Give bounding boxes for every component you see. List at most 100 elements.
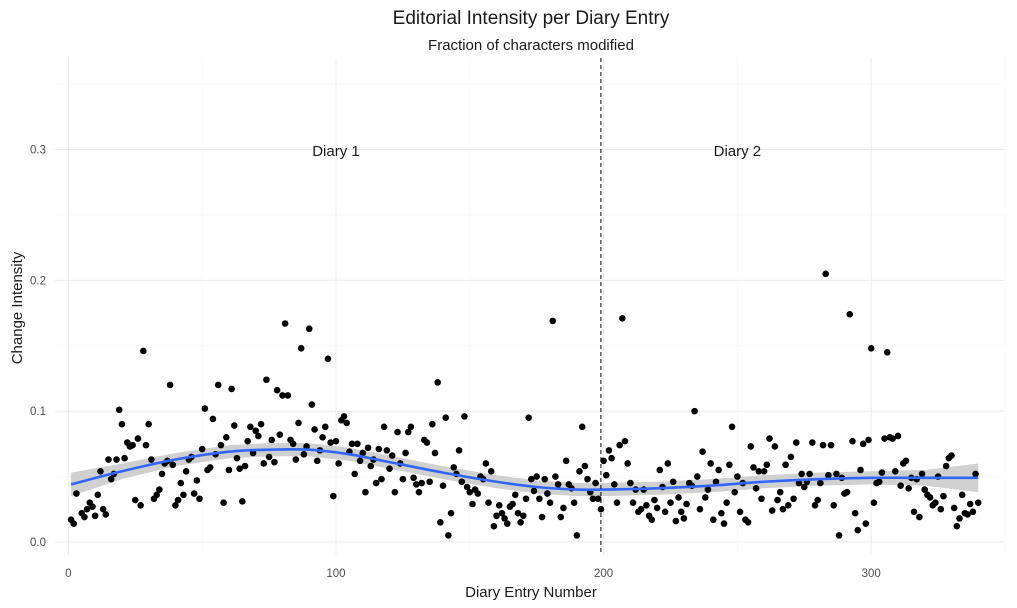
data-point xyxy=(517,519,524,526)
data-point xyxy=(386,465,393,472)
chart-subtitle: Fraction of characters modified xyxy=(428,37,634,54)
data-point xyxy=(937,505,945,513)
tick-labels: 0 100 200 300 0.0 0.1 0.2 0.3 xyxy=(30,145,881,580)
data-point xyxy=(726,461,733,469)
data-point xyxy=(718,509,725,517)
data-point xyxy=(584,475,591,483)
data-point xyxy=(276,431,284,438)
data-point xyxy=(870,499,878,506)
data-point xyxy=(894,432,902,440)
data-point xyxy=(511,491,519,499)
data-point xyxy=(953,522,961,530)
data-point xyxy=(950,504,958,512)
data-point xyxy=(966,500,974,508)
data-point xyxy=(763,461,771,469)
data-point xyxy=(284,392,292,399)
data-point xyxy=(142,441,150,449)
data-point xyxy=(247,423,254,431)
data-point xyxy=(653,504,661,512)
data-point xyxy=(239,498,246,505)
data-point xyxy=(800,483,808,491)
data-point xyxy=(91,512,99,520)
data-point xyxy=(455,447,463,454)
data-point xyxy=(439,482,447,489)
data-point xyxy=(627,479,634,487)
data-point xyxy=(490,522,498,530)
data-point xyxy=(73,490,80,497)
data-point xyxy=(107,475,115,483)
data-point xyxy=(758,495,765,503)
data-point xyxy=(691,407,698,415)
data-point xyxy=(792,439,800,446)
data-point xyxy=(554,481,562,488)
data-point xyxy=(399,475,407,483)
data-point xyxy=(528,475,535,483)
data-point xyxy=(958,491,966,499)
data-point xyxy=(509,500,516,508)
data-point xyxy=(771,443,779,450)
data-point xyxy=(940,492,947,500)
data-point xyxy=(94,491,102,499)
data-point xyxy=(115,406,123,414)
data-point xyxy=(335,460,342,467)
data-point xyxy=(295,419,302,427)
data-point xyxy=(222,433,230,441)
data-point xyxy=(891,467,899,475)
data-point xyxy=(359,449,367,457)
data-point xyxy=(174,496,182,504)
data-point xyxy=(498,509,506,517)
data-point xyxy=(463,483,471,491)
data-point xyxy=(827,441,835,449)
data-point xyxy=(252,427,260,435)
data-point xyxy=(902,457,910,465)
data-point xyxy=(712,478,720,486)
data-point xyxy=(220,499,227,506)
data-point xyxy=(624,460,631,467)
data-point xyxy=(356,457,364,465)
y-tick-label: 0.2 xyxy=(30,275,46,287)
annotation-label: Diary 2 xyxy=(714,143,762,160)
data-point xyxy=(105,456,112,463)
data-point xyxy=(693,473,701,480)
data-point xyxy=(683,500,690,508)
y-tick-label: 0.0 xyxy=(30,537,46,549)
data-point xyxy=(766,435,773,442)
data-point xyxy=(131,496,139,504)
data-point xyxy=(809,439,816,446)
data-point xyxy=(372,479,380,487)
data-point xyxy=(445,532,452,539)
data-point xyxy=(825,471,832,479)
data-point xyxy=(549,317,557,325)
data-point xyxy=(833,470,840,478)
data-point xyxy=(493,512,500,520)
data-point xyxy=(437,519,444,526)
data-point xyxy=(677,508,685,516)
data-point xyxy=(330,492,337,500)
data-point xyxy=(661,508,669,516)
data-point xyxy=(391,488,399,496)
data-point xyxy=(311,426,318,433)
data-point xyxy=(520,512,527,520)
data-point xyxy=(774,496,781,504)
data-point xyxy=(321,423,329,431)
x-tick-label: 200 xyxy=(594,568,613,580)
data-point xyxy=(533,473,540,480)
data-point xyxy=(351,470,359,478)
data-point xyxy=(268,436,276,444)
data-point xyxy=(578,423,586,431)
data-point xyxy=(177,479,185,487)
data-point xyxy=(862,520,870,527)
data-point xyxy=(300,450,308,458)
y-tick-label: 0.3 xyxy=(30,145,46,157)
data-point xyxy=(768,507,776,514)
data-point xyxy=(707,460,714,467)
data-point xyxy=(190,490,198,497)
data-point xyxy=(305,325,313,333)
data-point xyxy=(303,443,310,450)
data-point xyxy=(418,479,425,487)
data-point xyxy=(846,311,854,318)
data-point xyxy=(118,420,126,428)
data-point xyxy=(779,505,787,513)
